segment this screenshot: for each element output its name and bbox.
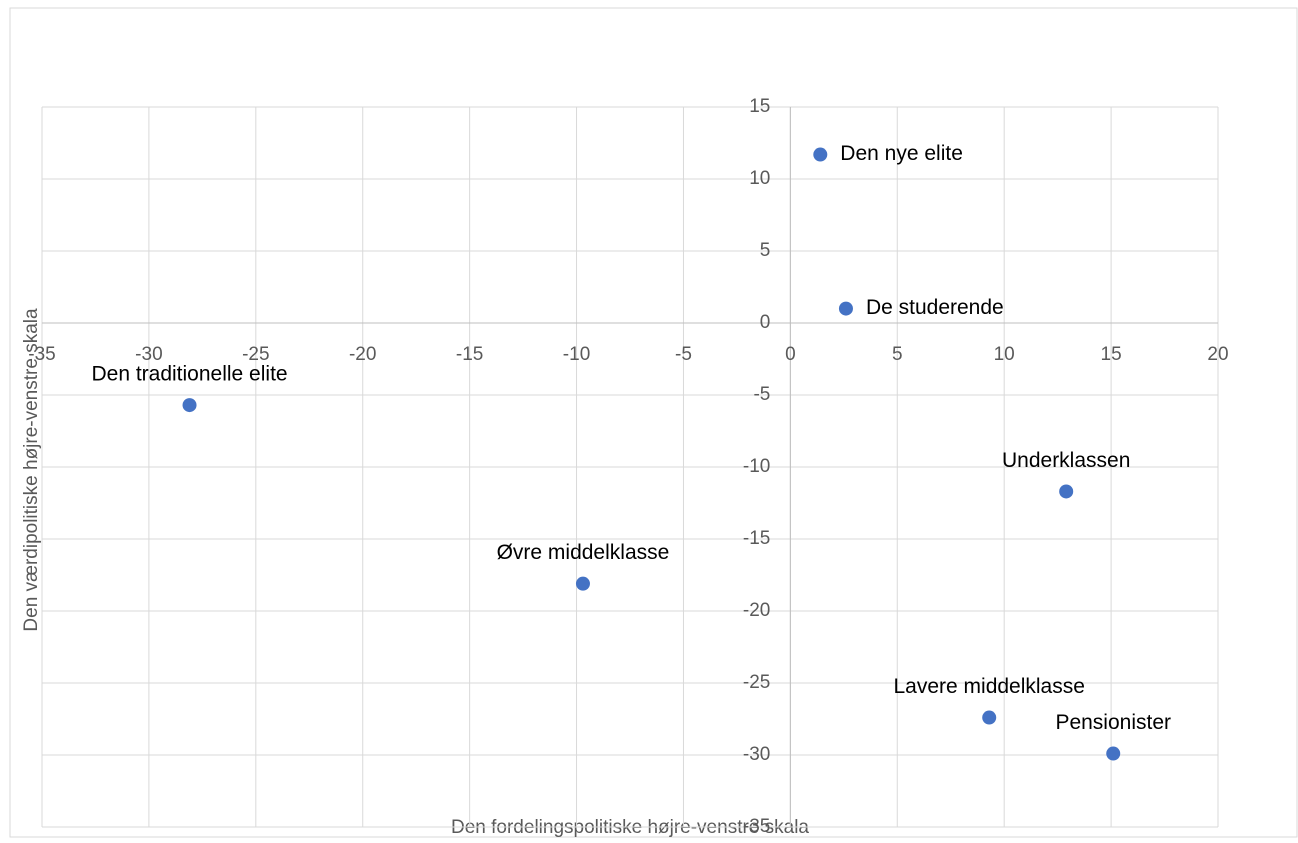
y-tick-label: 5 [760,240,771,261]
point [182,398,197,413]
x-tick-label: 15 [1101,344,1122,365]
chart-frame [9,7,1298,838]
x-axis-title: Den fordelingspolitiske højre-venstre sk… [451,817,809,838]
point [1059,484,1074,499]
point-label: Lavere middelklasse [893,675,1084,698]
point [1106,746,1121,761]
point [575,576,590,591]
point-label: Den nye elite [840,142,963,165]
y-tick-label: -15 [743,528,770,549]
x-tick-label: -5 [675,344,692,365]
y-tick-label: 10 [749,168,770,189]
y-axis-title: Den værdipolitiske højre-venstre skala [21,308,42,632]
x-tick-label: 0 [785,344,796,365]
x-tick-label: 10 [994,344,1015,365]
y-tick-label: -10 [743,456,770,477]
point-label: Underklassen [1002,449,1130,472]
y-tick-label: -5 [753,384,770,405]
point [838,301,853,316]
y-tick-label: -25 [743,672,770,693]
y-tick-label: 15 [749,96,770,117]
point-label: Pensionister [1055,711,1171,734]
y-tick-label: 0 [760,312,771,333]
y-tick-label: -35 [743,816,770,837]
x-tick-label: -20 [349,344,376,365]
x-tick-label: -30 [135,344,162,365]
y-tick-label: -20 [743,600,770,621]
point-label: Den traditionelle elite [91,363,287,386]
point [813,147,828,162]
y-tick-label: -30 [743,744,770,765]
x-tick-label: -15 [456,344,483,365]
point [982,710,997,725]
point-label: Øvre middelklasse [497,541,670,564]
x-tick-label: -35 [28,344,55,365]
x-tick-label: -25 [242,344,269,365]
x-tick-label: 20 [1207,344,1228,365]
x-tick-label: -10 [563,344,590,365]
point-label: De studerende [866,296,1004,319]
x-tick-label: 5 [892,344,903,365]
